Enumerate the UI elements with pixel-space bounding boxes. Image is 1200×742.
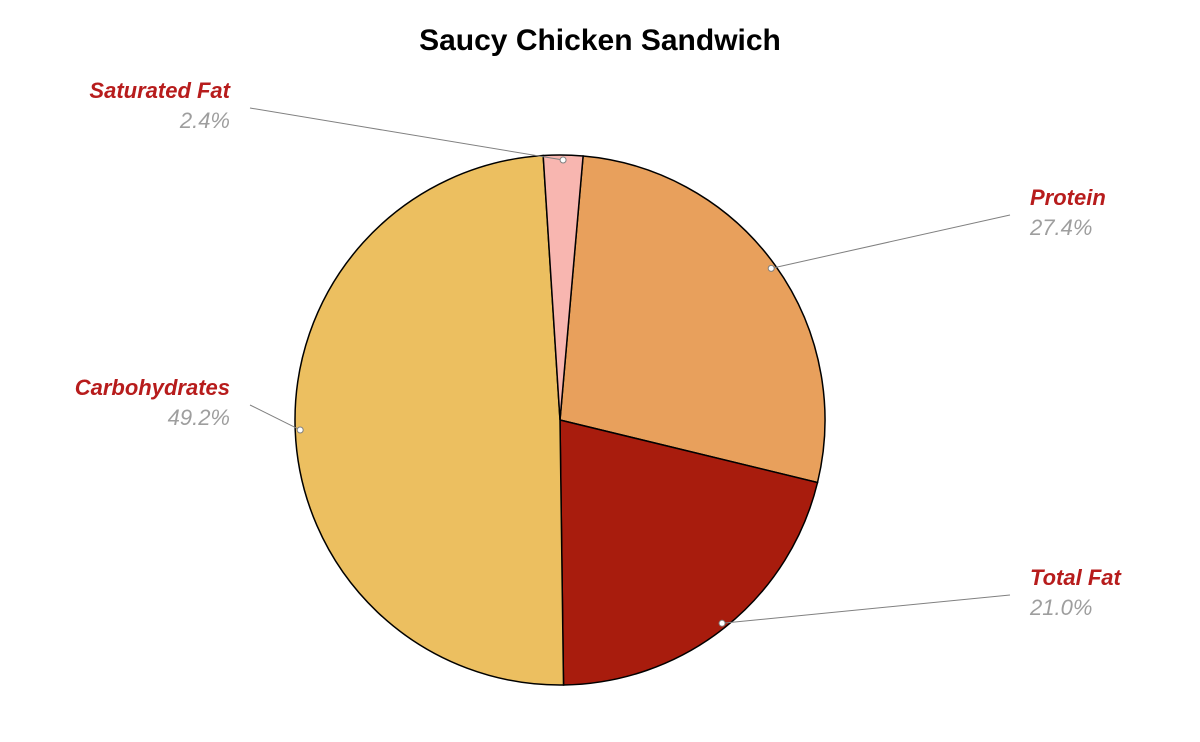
slice-label-name: Carbohydrates [75, 375, 230, 400]
leader-line [250, 405, 300, 430]
leader-marker [768, 265, 774, 271]
slice-label-name: Saturated Fat [89, 78, 231, 103]
pie-slice [295, 156, 564, 685]
slice-label-name: Protein [1030, 185, 1106, 210]
leader-line [771, 215, 1010, 268]
leader-marker [297, 427, 303, 433]
slice-label-pct: 21.0% [1029, 595, 1092, 620]
slice-label-name: Total Fat [1030, 565, 1123, 590]
leader-marker [560, 157, 566, 163]
slice-label-pct: 49.2% [168, 405, 230, 430]
slice-label-pct: 2.4% [179, 108, 230, 133]
chart-title: Saucy Chicken Sandwich [419, 24, 781, 57]
slice-label-pct: 27.4% [1029, 215, 1092, 240]
leader-line [250, 108, 563, 160]
pie-slices [295, 155, 825, 685]
pie-chart: Saucy Chicken Sandwich Protein 27.4% Total … [0, 0, 1200, 742]
leader-line [722, 595, 1010, 623]
leader-marker [719, 620, 725, 626]
